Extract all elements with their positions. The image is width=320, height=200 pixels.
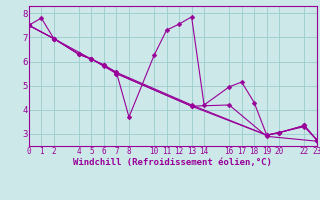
X-axis label: Windchill (Refroidissement éolien,°C): Windchill (Refroidissement éolien,°C) xyxy=(73,158,272,167)
